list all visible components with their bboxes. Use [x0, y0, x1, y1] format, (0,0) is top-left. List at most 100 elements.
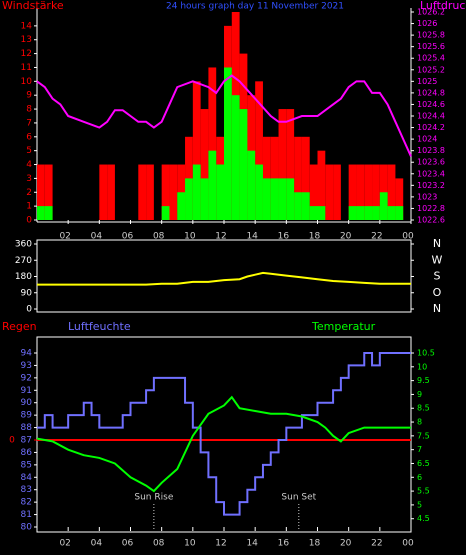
wind-bar: [208, 150, 217, 220]
wind-bar: [294, 192, 302, 220]
wind-bar: [37, 164, 45, 220]
y2-tick-label: 5: [417, 500, 422, 509]
y-tick-label: 83: [21, 485, 32, 495]
y-tick-label: 85: [21, 460, 32, 470]
y-tick-label: 0: [26, 305, 32, 315]
wind-bar: [356, 164, 365, 220]
annotation: Sun Set: [281, 493, 316, 503]
y-tick-label: 13: [21, 35, 32, 45]
x-tick-label: 12: [215, 232, 226, 242]
x-tick-label: 02: [59, 232, 70, 242]
y2-tick-label: 1024.8: [417, 88, 445, 97]
x-tick-label: 10: [184, 539, 196, 549]
wind-bar: [200, 109, 209, 220]
y-tick-label: 92: [21, 373, 32, 383]
wind-bar: [146, 164, 154, 220]
y-tick-label: 91: [21, 386, 32, 396]
y-tick-label: 1: [26, 202, 32, 212]
wind-bar: [192, 81, 201, 220]
y2-tick-label: 1024.6: [417, 100, 445, 109]
x-tick-label: 00: [402, 539, 414, 549]
y2-tick-label: 7: [417, 445, 422, 454]
wind-bar: [294, 136, 302, 220]
y2-tick-label: 1025.6: [417, 42, 445, 51]
y-tick-label: 89: [21, 411, 33, 421]
wind-bar: [44, 206, 53, 220]
wind-bar: [395, 206, 404, 220]
x-tick-label: 08: [153, 232, 165, 242]
wind-bar: [301, 192, 310, 220]
bottom-frame: [36, 336, 412, 533]
y2-tick-label: W: [432, 253, 443, 266]
y-tick-label: 2: [26, 188, 32, 198]
x-tick-label: 18: [309, 232, 321, 242]
y-tick-label: 180: [15, 272, 32, 282]
wind-bar: [239, 109, 248, 220]
y2-tick-label: 1025: [417, 77, 437, 86]
wind-bar: [333, 164, 341, 220]
y-tick-label: 87: [21, 436, 32, 446]
y-tick-label: 6: [26, 132, 32, 142]
x-tick-label: 06: [122, 232, 134, 242]
y-tick-label: 14: [21, 21, 33, 31]
wind-bar: [192, 164, 201, 220]
y2-tick-label: 10: [417, 362, 427, 371]
series-line: [36, 74, 412, 157]
x-tick-label: 22: [371, 539, 382, 549]
y-tick-label: 7: [26, 118, 32, 128]
wind-bar: [231, 95, 240, 220]
y-tick-label: 94: [21, 349, 33, 359]
y-tick-label: 82: [21, 498, 32, 508]
annotation: Sun Rise: [134, 493, 173, 503]
chart-title: 24 hours graph day 11 November 2021: [166, 2, 344, 12]
x-tick-label: 02: [59, 539, 70, 549]
series-line: [37, 352, 411, 516]
wind-bar: [348, 206, 357, 220]
y-tick-label: 0: [26, 216, 32, 226]
x-tick-label: 22: [371, 232, 382, 242]
wind-bar: [161, 206, 170, 220]
wind-bar: [262, 178, 271, 220]
x-tick-label: 08: [153, 539, 165, 549]
y-tick-label: 10: [21, 77, 33, 87]
y-tick-label: 81: [21, 510, 32, 520]
y2-tick-label: 1023.2: [417, 181, 445, 190]
y-tick-label: 270: [15, 256, 32, 266]
x-tick-label: 10: [184, 232, 196, 242]
wind-bar: [255, 81, 263, 220]
wind-bar: [395, 178, 404, 220]
wind-bar: [44, 164, 53, 220]
legend-label: Temperatur: [311, 320, 376, 333]
wind-bar: [317, 206, 326, 220]
y2-tick-label: N: [433, 302, 441, 315]
wind-bar: [356, 206, 365, 220]
y2-tick-label: S: [434, 270, 441, 283]
wind-bar: [348, 164, 357, 220]
wind-bar: [177, 192, 186, 220]
y2-tick-label: 1022.6: [417, 216, 445, 225]
y2-tick-label: 5.5: [417, 487, 430, 496]
x-tick-label: 12: [215, 539, 226, 549]
y2-tick-label: 1023: [417, 192, 437, 201]
wind-bar: [387, 164, 396, 220]
x-tick-label: 18: [309, 539, 321, 549]
wind-bar: [200, 178, 209, 220]
wind-bar: [364, 164, 373, 220]
y-tick-label: 9: [26, 91, 32, 101]
series-line: [37, 271, 411, 286]
wind-bar: [278, 178, 287, 220]
wind-bar: [372, 206, 380, 220]
wind-bar: [387, 206, 396, 220]
y-tick-label: 3: [26, 174, 32, 184]
wind-bar: [379, 192, 388, 220]
y2-tick-label: 1025.4: [417, 54, 445, 63]
y-tick-label: 90: [21, 398, 33, 408]
y2-tick-label: 6.5: [417, 459, 430, 468]
y2-tick-label: 1023.4: [417, 169, 445, 178]
y-tick-label: 84: [21, 473, 33, 483]
x-tick-label: 14: [246, 232, 258, 242]
y2-tick-label: 1022.8: [417, 204, 445, 213]
y-tick-label: 80: [21, 523, 33, 533]
y2-tick-label: 7.5: [417, 431, 430, 440]
